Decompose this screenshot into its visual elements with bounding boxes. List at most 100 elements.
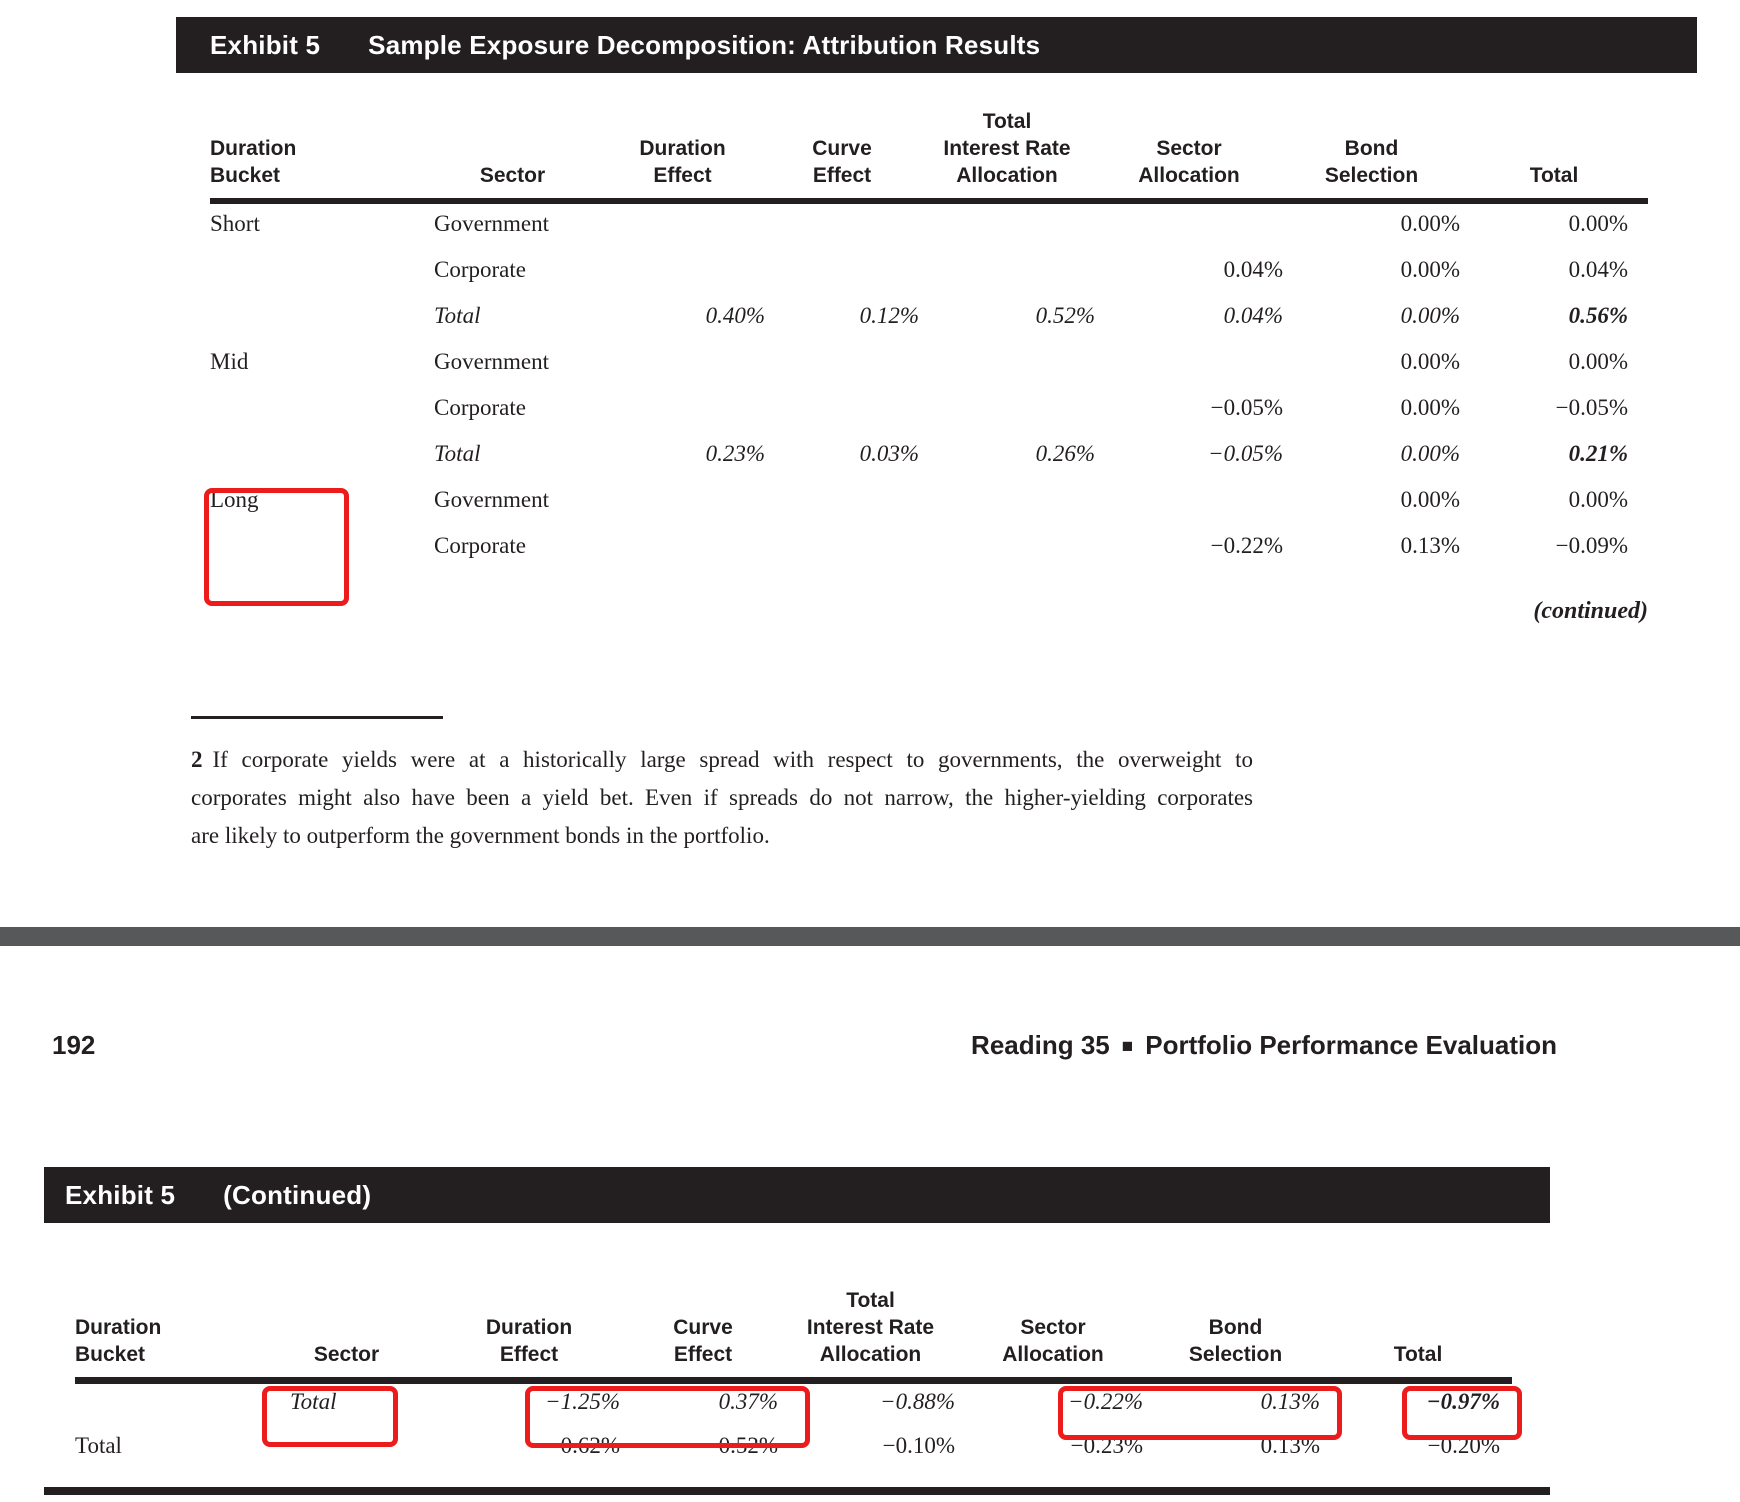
cell-duration-bucket [210,523,425,569]
cell-sector-allocation: −0.22% [1210,533,1283,558]
cell-total: 0.56% [1568,303,1628,328]
cell-bond-selection: 0.00% [1400,257,1460,282]
cell-curve-effect: 0.37% [718,1389,778,1414]
footnote-divider-rule [191,716,443,719]
cell-sector: Government [434,487,549,512]
footnote-number: 2 [191,747,203,772]
cell-sector: Government [434,211,549,236]
exhibit-label: Exhibit 5 [210,29,321,60]
continued-note: (continued) [1533,598,1648,624]
running-header-reading: Reading 35 [971,1030,1110,1060]
cell-sector-allocation: −0.05% [1210,395,1283,420]
table-row-short-total: Total 0.40% 0.12% 0.52% 0.04% 0.00% 0.56… [210,293,1648,339]
table-row-grand-total: Total −0.62% 0.52% −0.10% −0.23% 0.13% −… [75,1424,1512,1468]
cell-sector: Total [434,441,481,466]
cell-duration-effect: 0.40% [705,303,765,328]
cell-curve-effect [765,339,919,385]
page-number: 192 [52,1030,96,1060]
cell-duration-effect [600,339,765,385]
cell-curve-effect: 0.03% [859,441,919,466]
table-row-mid-total: Total 0.23% 0.03% 0.26% −0.05% 0.00% 0.2… [210,431,1648,477]
exhibit-header-bar: Exhibit 5 (Continued) [44,1167,1550,1223]
cell-sector-allocation [1095,201,1283,247]
cell-total-ir-allocation [919,339,1095,385]
cell-sector [259,1424,434,1468]
attribution-table: Duration Bucket Sector Duration Effect Cur… [210,73,1648,569]
cell-total-ir-allocation [919,247,1095,293]
cell-duration-effect: −0.62% [547,1433,620,1458]
column-header-bond-selection: Bond Selection [1283,73,1460,204]
cell-curve-effect [765,523,919,569]
cell-total: 0.00% [1568,349,1628,374]
column-header-row: Duration Bucket Sector Duration Effect Cur… [210,73,1648,204]
cell-duration-bucket: Total [75,1433,122,1458]
column-header-curve-effect: Curve Effect [765,73,919,204]
cell-duration-bucket [210,247,425,293]
running-header-title: Portfolio Performance Evaluation [1145,1030,1557,1060]
square-bullet-icon: ■ [1121,1036,1134,1057]
cell-duration-effect [600,523,765,569]
cell-sector-allocation: 0.04% [1223,257,1283,282]
cell-total-ir-allocation: −0.10% [882,1433,955,1458]
cell-sector-allocation: −0.23% [1070,1433,1143,1458]
cell-sector-allocation: 0.04% [1223,303,1283,328]
column-header-total: Total [1324,1223,1512,1384]
cell-curve-effect: 0.12% [859,303,919,328]
cell-total-ir-allocation [919,523,1095,569]
cell-total: −0.97% [1426,1389,1500,1414]
column-header-row: Duration Bucket Sector Duration Effect Cur… [75,1223,1512,1384]
cell-total: −0.09% [1555,533,1628,558]
cell-sector-allocation [1095,477,1283,523]
table-row-mid-government: Mid Government 0.00% 0.00% [210,339,1648,385]
cell-total-ir-allocation: −0.88% [880,1389,955,1414]
table-row-short-government: Short Government 0.00% 0.00% [210,201,1648,247]
cell-sector-allocation [1095,339,1283,385]
cell-duration-effect: 0.23% [705,441,765,466]
exhibit-5-table: Exhibit 5 Sample Exposure Decomposition:… [176,17,1697,662]
column-header-duration-bucket: Duration Bucket [75,1223,259,1384]
cell-sector: Government [434,349,549,374]
cell-total-ir-allocation: 0.52% [1035,303,1095,328]
cell-bond-selection: 0.00% [1400,395,1460,420]
column-header-duration-effect: Duration Effect [600,73,765,204]
cell-duration-bucket [210,385,425,431]
cell-duration-bucket: Long [210,487,259,512]
column-header-bond-selection: Bond Selection [1147,1223,1324,1384]
cell-bond-selection: 0.13% [1260,1433,1320,1458]
attribution-table-continued: Duration Bucket Sector Duration Effect Cur… [75,1223,1512,1468]
cell-duration-effect [600,247,765,293]
cell-total: −0.20% [1427,1433,1500,1458]
cell-bond-selection: 0.13% [1260,1389,1320,1414]
table-row-mid-corporate: Corporate −0.05% 0.00% −0.05% [210,385,1648,431]
exhibit-title: (Continued) [223,1179,372,1210]
cell-duration-bucket: Mid [210,349,249,374]
table-row-short-corporate: Corporate 0.04% 0.00% 0.04% [210,247,1648,293]
footnote-line: 2 If corporate yields were at a historica… [191,747,1253,772]
exhibit-label: Exhibit 5 [65,1179,176,1210]
table-row-long-government: Long Government 0.00% 0.00% [210,477,1648,523]
cell-duration-effect [600,385,765,431]
column-header-sector-allocation: Sector Allocation [1095,73,1283,204]
column-header-sector: Sector [259,1223,434,1384]
cell-bond-selection: 0.00% [1400,487,1460,512]
footnote-line: are likely to outperform the government … [191,823,770,848]
footnote-line: corporates might also have been a yield … [191,785,1253,810]
cell-total: −0.05% [1555,395,1628,420]
column-header-duration-effect: Duration Effect [434,1223,624,1384]
running-header: Reading 35 ■ Portfolio Performance Evaluat… [971,1030,1557,1061]
exhibit-title: Sample Exposure Decomposition: Attributi… [368,29,1041,60]
cell-duration-bucket [75,1380,259,1424]
cell-sector: Corporate [434,395,526,420]
cell-total: 0.21% [1568,441,1628,466]
table-row-total-sector: Total −1.25% 0.37% −0.88% −0.22% 0.13% −… [75,1380,1512,1424]
column-header-sector: Sector [425,73,600,204]
exhibit-5-continued-table: Exhibit 5 (Continued) Duration Bucket Sec… [44,1167,1550,1502]
cell-total-ir-allocation [919,201,1095,247]
cell-sector-allocation: −0.22% [1068,1389,1143,1414]
cell-sector: Corporate [434,257,526,282]
column-header-curve-effect: Curve Effect [624,1223,782,1384]
table-row-long-corporate: Corporate −0.22% 0.13% −0.09% [210,523,1648,569]
cell-duration-bucket: Short [210,211,260,236]
cell-total: 0.04% [1568,257,1628,282]
